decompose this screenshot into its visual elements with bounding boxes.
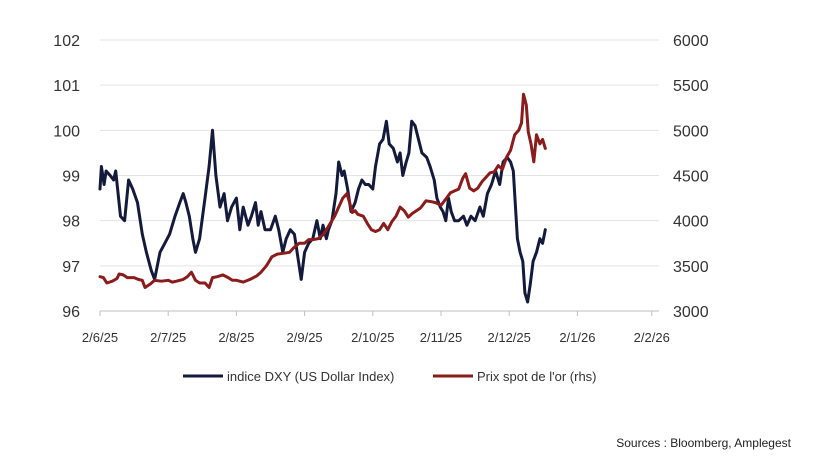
y-left-tick-label: 100 (53, 123, 80, 140)
y-left-tick-label: 97 (62, 259, 80, 276)
y-left-tick-label: 99 (62, 169, 80, 186)
y-right-tick-label: 5000 (673, 123, 709, 140)
x-tick-label: 2/12/25 (488, 330, 531, 345)
legend: indice DXY (US Dollar Index) Prix spot de… (183, 369, 597, 384)
x-tick-label: 2/9/25 (287, 330, 323, 345)
source-note: Sources : Bloomberg, Amplegest (616, 436, 791, 450)
y-right-tick-label: 3500 (673, 259, 709, 276)
grid-lines (100, 39, 659, 267)
y-right-tick-label: 3000 (673, 304, 709, 321)
x-tick-label: 2/6/25 (82, 330, 118, 345)
legend-label: Prix spot de l'or (rhs) (477, 369, 597, 384)
x-tick-label: 2/2/26 (634, 330, 670, 345)
y-axis-left: 96 97 98 99 100 101 102 (53, 33, 80, 321)
x-tick-label: 2/11/25 (420, 330, 462, 345)
series-line-2 (98, 92, 547, 289)
y-right-tick-label: 5500 (673, 78, 709, 95)
series-layer (98, 92, 547, 304)
x-tick-label: 2/1/26 (559, 330, 595, 345)
y-right-tick-label: 4000 (673, 214, 709, 231)
series-line-1 (98, 119, 547, 304)
x-axis: 2/6/25 2/7/25 2/8/25 2/9/25 2/10/25 2/11/25 2/… (82, 311, 670, 345)
x-tick-label: 2/7/25 (150, 330, 186, 345)
y-left-tick-label: 96 (62, 304, 80, 321)
y-left-tick-label: 101 (53, 78, 80, 95)
y-left-tick-label: 98 (62, 214, 80, 231)
x-tick-label: 2/10/25 (351, 330, 394, 345)
y-right-tick-label: 6000 (673, 33, 709, 50)
y-right-tick-label: 4500 (673, 169, 709, 186)
legend-label: indice DXY (US Dollar Index) (227, 369, 394, 384)
x-tick-label: 2/8/25 (218, 330, 254, 345)
y-axis-right: 3000 3500 4000 4500 5000 5500 6000 (673, 33, 709, 321)
y-left-tick-label: 102 (53, 33, 80, 50)
